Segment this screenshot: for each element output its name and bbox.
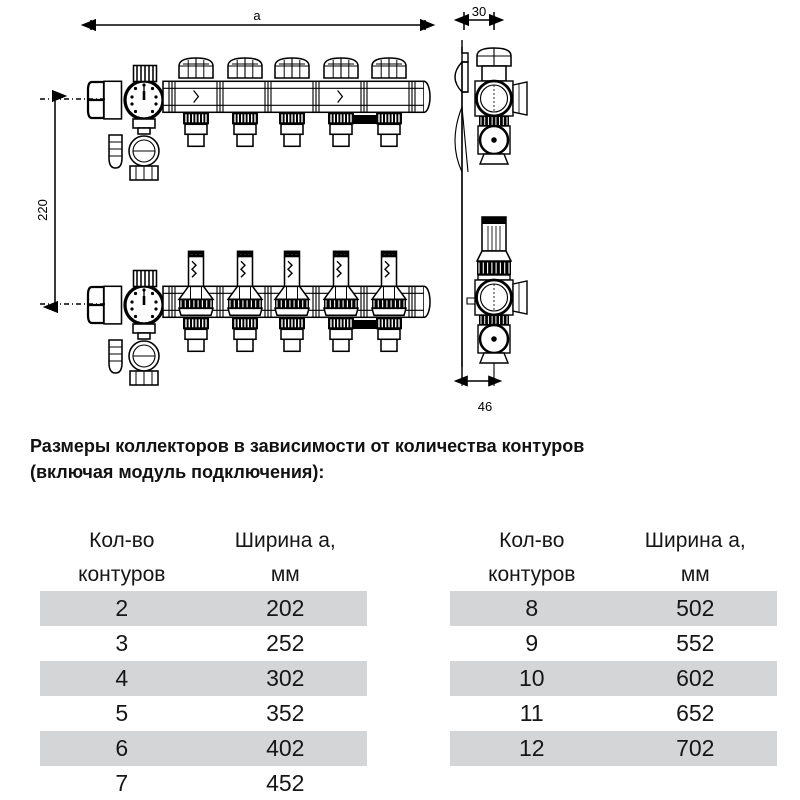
svg-text:220: 220 (35, 199, 50, 221)
svg-text:30: 30 (472, 4, 486, 19)
svg-text:46: 46 (478, 399, 492, 414)
svg-text:a: a (253, 8, 261, 23)
